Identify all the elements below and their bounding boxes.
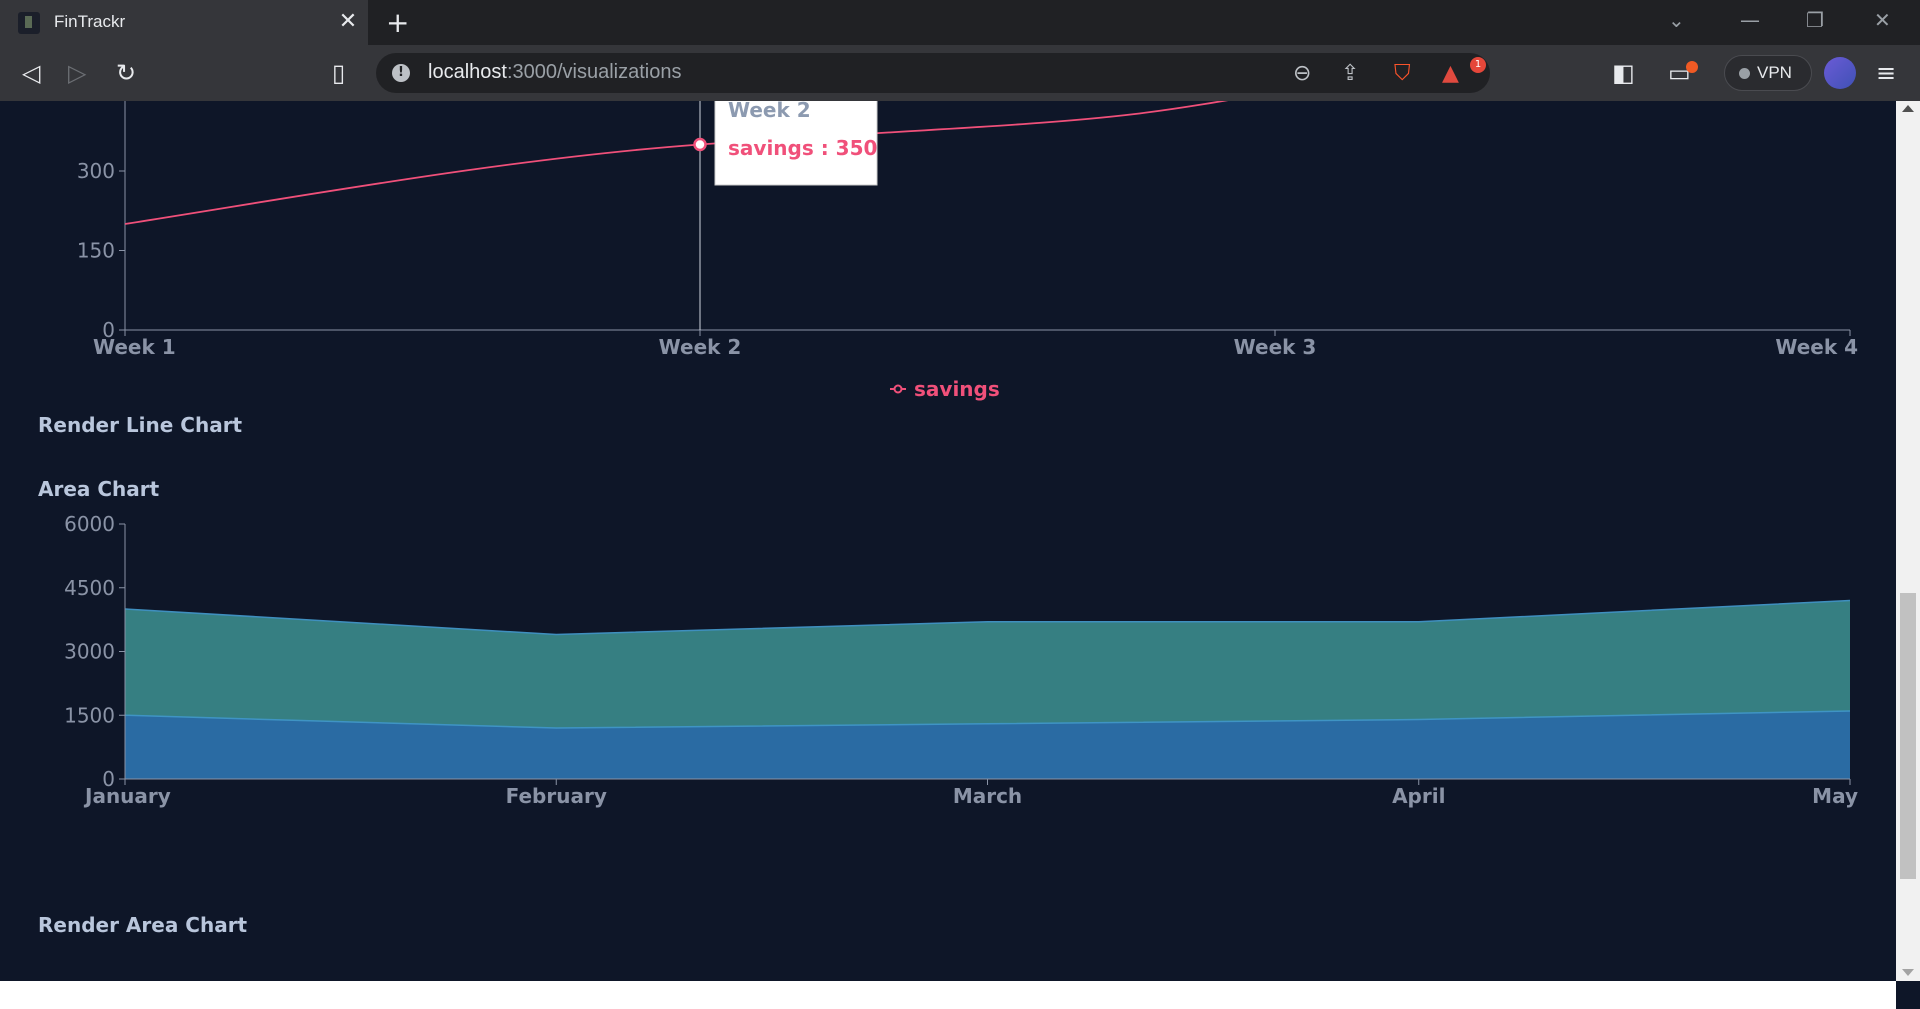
savings-line xyxy=(124,101,1229,225)
tooltip: Week 2 savings : 350 xyxy=(714,101,878,186)
x-tick-label: Week 2 xyxy=(659,335,742,359)
expenses-line xyxy=(124,710,1851,729)
new-tab-icon[interactable]: + xyxy=(386,6,410,39)
close-icon[interactable]: ✕ xyxy=(338,9,358,34)
vpn-button[interactable]: VPN xyxy=(1724,55,1812,91)
area-chart-title: Area Chart xyxy=(38,477,160,501)
tooltip-label: Week 2 xyxy=(728,101,811,122)
window-close-icon[interactable]: ✕ xyxy=(1874,8,1891,32)
tab-bar: FinTrackr ✕ + ⌄ — ❐ ✕ xyxy=(0,0,1920,45)
vpn-status-dot xyxy=(1739,68,1750,79)
page-scrollbar[interactable] xyxy=(1896,101,1920,981)
savings-active-point xyxy=(693,137,707,152)
x-tick-label: May xyxy=(1812,784,1858,808)
menu-icon[interactable]: ≡ xyxy=(1876,59,1897,87)
render-area-chart-button[interactable]: Render Area Chart xyxy=(38,913,248,937)
window-bottom-edge xyxy=(0,981,1896,1009)
profile-avatar[interactable] xyxy=(1824,57,1856,89)
sidebar-icon[interactable]: ◧ xyxy=(1612,59,1635,87)
tab-search-chevron-icon[interactable]: ⌄ xyxy=(1668,8,1685,32)
tab-title: FinTrackr xyxy=(54,12,126,31)
restore-icon[interactable]: ❐ xyxy=(1806,8,1824,32)
x-tick-label: April xyxy=(1392,784,1445,808)
scroll-up-arrow-icon[interactable] xyxy=(1902,105,1914,112)
wallet-icon[interactable]: ▭ xyxy=(1668,59,1691,87)
legend-savings: savings xyxy=(914,377,1000,401)
url-host: localhost xyxy=(428,61,507,83)
line-legend: savings xyxy=(890,377,1000,401)
bookmark-icon[interactable]: ▯ xyxy=(332,59,346,87)
site-info-icon[interactable]: ! xyxy=(392,64,410,82)
income-line xyxy=(124,599,1851,636)
tooltip-box xyxy=(714,101,878,186)
legend-savings-marker xyxy=(893,384,903,394)
x-tick-label: Week 4 xyxy=(1775,335,1858,359)
y-tick-label: 0 xyxy=(102,767,115,791)
brave-rewards-icon[interactable]: ▲ xyxy=(1442,61,1459,86)
back-icon[interactable]: ◁ xyxy=(22,59,41,87)
address-bar[interactable]: ! localhost:3000/visualizations ⊖ ⇪ ⛉ ▲ … xyxy=(376,53,1490,93)
area-chart: 0 1500 3000 4500 6000 January February March Apr… xyxy=(64,512,1858,808)
render-line-chart-button[interactable]: Render Line Chart xyxy=(38,413,243,437)
app-favicon-icon xyxy=(18,12,40,34)
y-tick-label: 0 xyxy=(102,318,115,342)
url-path: :3000/visualizations xyxy=(506,61,682,83)
y-tick-label: 150 xyxy=(77,239,115,263)
scroll-down-arrow-icon[interactable] xyxy=(1902,969,1914,976)
browser-tab[interactable]: FinTrackr ✕ xyxy=(0,0,368,45)
x-tick-label: January xyxy=(83,784,171,808)
y-tick-label: 1500 xyxy=(64,703,115,727)
x-tick-label: February xyxy=(506,784,607,808)
brave-shield-icon[interactable]: ⛉ xyxy=(1394,61,1411,86)
page-content: 0 150 300 Week 1 Week 2 Week 3 Week 4 Week 2 sav… xyxy=(0,101,1896,981)
y-tick-label: 4500 xyxy=(64,576,115,600)
wallet-badge-dot xyxy=(1686,61,1698,73)
vpn-label: VPN xyxy=(1757,63,1792,82)
x-tick-label: Week 3 xyxy=(1234,335,1317,359)
minimize-icon[interactable]: — xyxy=(1740,8,1760,32)
url-text: localhost:3000/visualizations xyxy=(428,61,682,84)
reload-icon[interactable]: ↻ xyxy=(116,59,137,87)
share-icon[interactable]: ⇪ xyxy=(1341,61,1360,86)
notification-badge: 1 xyxy=(1470,57,1486,73)
y-tick-label: 6000 xyxy=(64,512,115,536)
income-area xyxy=(125,600,1850,728)
forward-icon[interactable]: ▷ xyxy=(68,59,87,87)
y-tick-label: 300 xyxy=(77,159,115,183)
x-tick-label: March xyxy=(953,784,1022,808)
y-tick-label: 3000 xyxy=(64,640,115,664)
tooltip-value: savings : 350 xyxy=(728,136,877,160)
browser-toolbar: ◁ ▷ ↻ ▯ ! localhost:3000/visualizations … xyxy=(0,45,1920,101)
scrollbar-thumb[interactable] xyxy=(1900,593,1916,879)
line-chart: 0 150 300 Week 1 Week 2 Week 3 Week 4 Week 2 sav… xyxy=(77,101,1858,401)
x-tick-label: Week 1 xyxy=(93,335,176,359)
zoom-out-icon[interactable]: ⊖ xyxy=(1293,61,1312,86)
